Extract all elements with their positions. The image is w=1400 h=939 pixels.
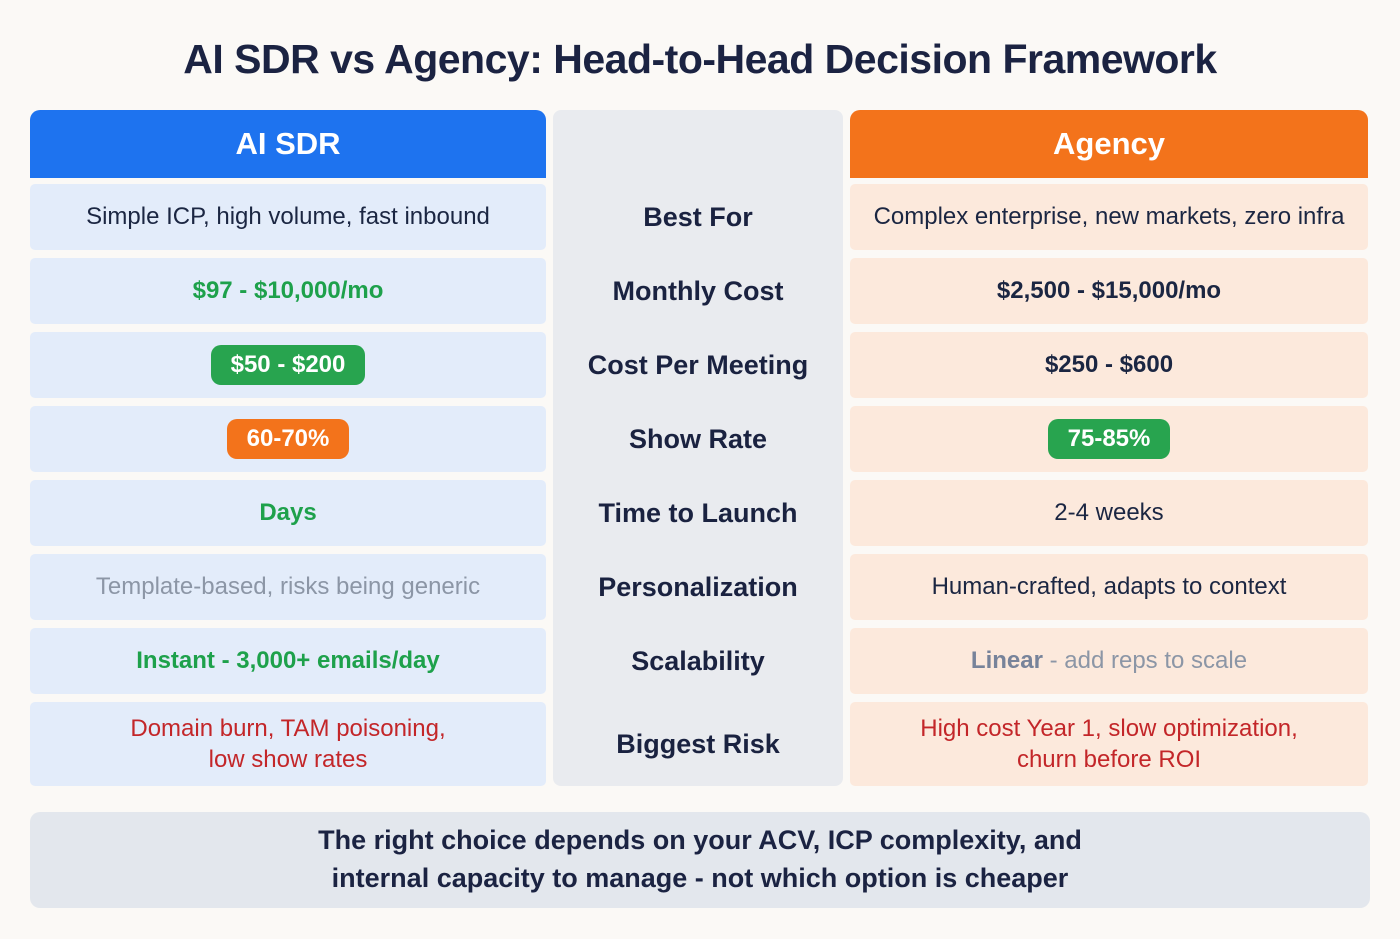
metric-label-scalability: Scalability xyxy=(631,645,765,676)
agency-scalability-bold: Linear xyxy=(970,647,1043,674)
ai-sdr-cost-per-meeting-badge: $50 - $200 xyxy=(210,344,366,386)
agency-show-rate-badge: 75-85% xyxy=(1047,418,1171,460)
agency-column: Agency Complex enterprise, new markets, … xyxy=(850,110,1368,786)
agency-header: Agency xyxy=(850,110,1368,178)
agency-biggest-risk: High cost Year 1, slow optimization, chu… xyxy=(850,702,1368,786)
ai-sdr-personalization: Template-based, risks being generic xyxy=(30,554,546,620)
agency-time-to-launch-value: 2-4 weeks xyxy=(1054,499,1164,526)
ai-sdr-scalability-value: Instant - 3,000+ emails/day xyxy=(136,647,440,674)
metric-label-monthly-cost: Monthly Cost xyxy=(612,275,784,306)
ai-sdr-show-rate-badge: 60-70% xyxy=(226,418,350,460)
agency-show-rate: 75-85% xyxy=(850,406,1368,472)
agency-monthly-cost: $2,500 - $15,000/mo xyxy=(850,258,1368,324)
footer-note: The right choice depends on your ACV, IC… xyxy=(30,812,1370,908)
ai-sdr-show-rate: 60-70% xyxy=(30,406,546,472)
ai-sdr-time-to-launch-value: Days xyxy=(259,499,317,526)
agency-scalability-value: Linear - add reps to scale xyxy=(971,647,1247,675)
agency-monthly-cost-value: $2,500 - $15,000/mo xyxy=(996,277,1222,304)
agency-cost-per-meeting: $250 - $600 xyxy=(850,332,1368,398)
page-title: AI SDR vs Agency: Head-to-Head Decision … xyxy=(183,36,1217,82)
agency-personalization-value: Human-crafted, adapts to context xyxy=(931,573,1287,600)
metric-label-cost-per-meeting: Cost Per Meeting xyxy=(587,349,809,380)
ai-sdr-monthly-cost-value: $97 - $10,000/mo xyxy=(192,277,384,304)
metric-label-personalization: Personalization xyxy=(598,571,798,602)
ai-sdr-monthly-cost: $97 - $10,000/mo xyxy=(30,258,546,324)
ai-sdr-biggest-risk: Domain burn, TAM poisoning, low show rat… xyxy=(30,702,546,786)
metric-label-biggest-risk: Biggest Risk xyxy=(616,728,780,759)
agency-best-for: Complex enterprise, new markets, zero in… xyxy=(850,184,1368,250)
agency-best-for-value: Complex enterprise, new markets, zero in… xyxy=(873,203,1345,230)
ai-sdr-header: AI SDR xyxy=(30,110,546,178)
ai-sdr-best-for-value: Simple ICP, high volume, fast inbound xyxy=(86,203,490,230)
agency-scalability: Linear - add reps to scale xyxy=(850,628,1368,694)
metric-column: Best For Monthly Cost Cost Per Meeting S… xyxy=(553,110,843,786)
ai-sdr-scalability: Instant - 3,000+ emails/day xyxy=(30,628,546,694)
metric-label-show-rate: Show Rate xyxy=(628,423,768,454)
agency-cost-per-meeting-value: $250 - $600 xyxy=(1044,351,1174,378)
metric-label-best-for: Best For xyxy=(643,201,753,232)
ai-sdr-time-to-launch: Days xyxy=(30,480,546,546)
agency-biggest-risk-value: High cost Year 1, slow optimization, chu… xyxy=(920,714,1298,773)
ai-sdr-column: AI SDR Simple ICP, high volume, fast inb… xyxy=(30,110,546,786)
ai-sdr-cost-per-meeting: $50 - $200 xyxy=(30,332,546,398)
metric-label-time-to-launch: Time to Launch xyxy=(598,497,798,528)
ai-sdr-personalization-value: Template-based, risks being generic xyxy=(95,573,481,600)
ai-sdr-biggest-risk-value: Domain burn, TAM poisoning, low show rat… xyxy=(130,714,446,773)
agency-personalization: Human-crafted, adapts to context xyxy=(850,554,1368,620)
ai-sdr-best-for: Simple ICP, high volume, fast inbound xyxy=(30,184,546,250)
agency-scalability-rest: - add reps to scale xyxy=(1042,647,1248,674)
agency-time-to-launch: 2-4 weeks xyxy=(850,480,1368,546)
metric-column-spacer xyxy=(553,110,843,184)
comparison-table: AI SDR Simple ICP, high volume, fast inb… xyxy=(30,110,1370,786)
